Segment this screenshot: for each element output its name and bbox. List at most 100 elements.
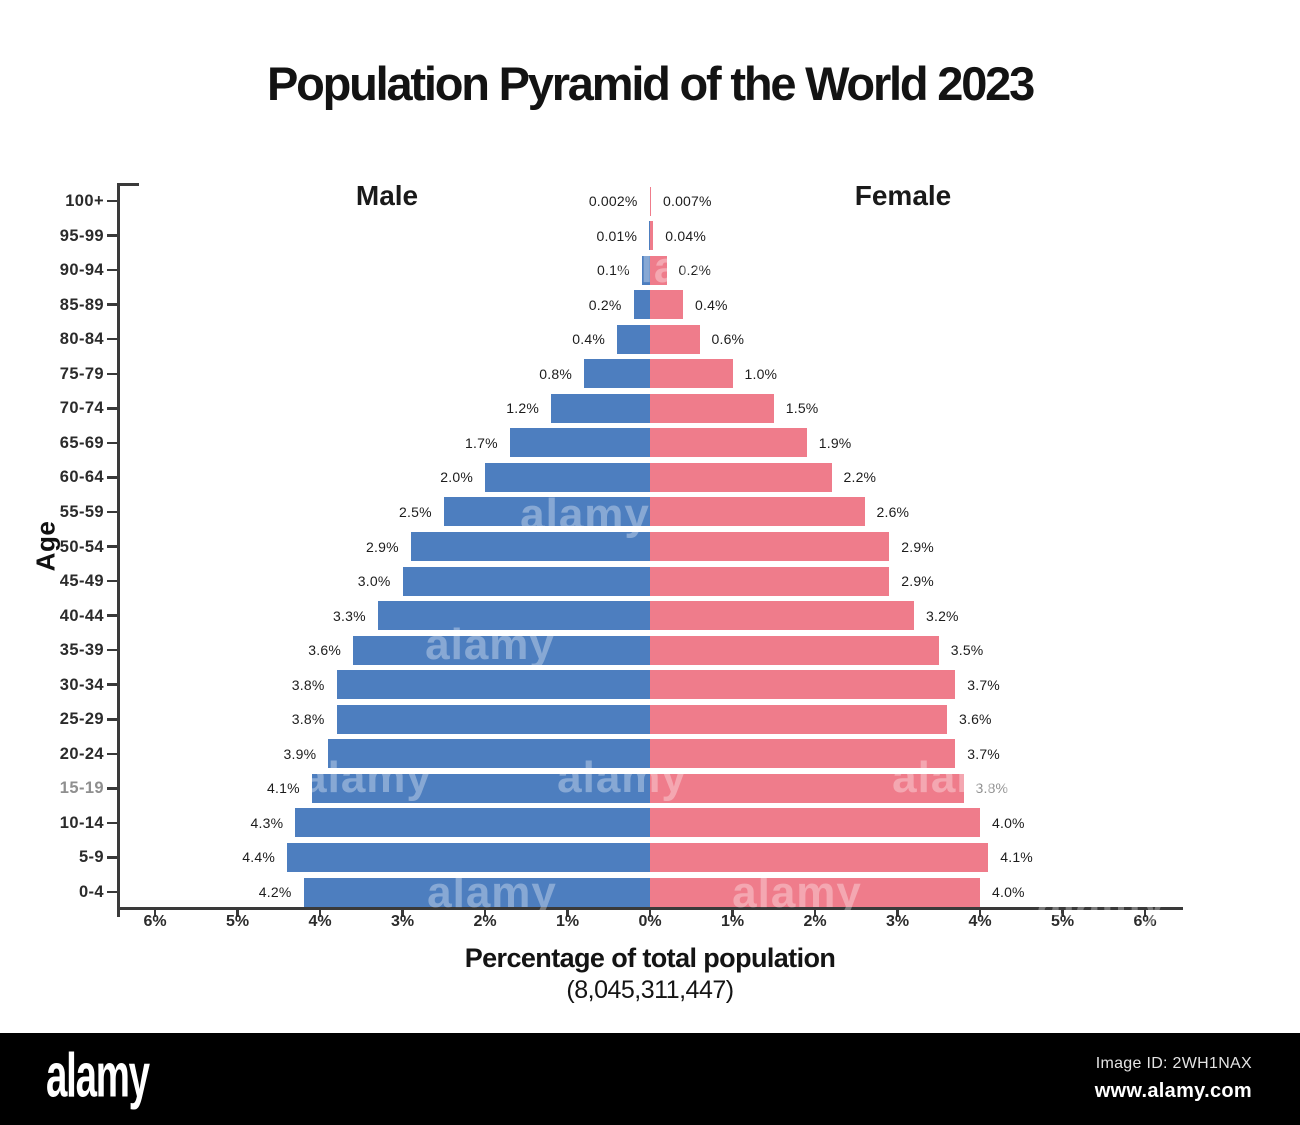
y-tick: [107, 303, 117, 306]
male-bar: [617, 324, 650, 354]
chart-title: Population Pyramid of the World 2023: [266, 57, 1035, 110]
age-tick-label: 60-64: [59, 468, 104, 487]
female-bar: [650, 808, 980, 838]
age-tick-label: 20-24: [59, 744, 104, 763]
y-tick: [107, 856, 117, 859]
male-bar: [287, 842, 650, 872]
male-value-label: 4.3%: [250, 814, 284, 831]
age-tick-label: 100+: [65, 192, 104, 210]
age-tick-label: 70-74: [59, 399, 104, 418]
female-bar: [650, 877, 980, 907]
male-bar: [551, 393, 650, 423]
female-value-label: 2.9%: [901, 538, 934, 555]
age-tick-label: 35-39: [59, 641, 104, 660]
alamy-logo: alamy: [46, 1041, 150, 1111]
y-tick: [107, 268, 117, 272]
y-tick: [107, 821, 117, 825]
alamy-url: www.alamy.com: [1094, 1080, 1252, 1102]
female-value-label: 4.0%: [992, 814, 1025, 831]
watermark-text: alamy: [427, 868, 557, 917]
age-tick-label: 55-59: [59, 502, 104, 521]
male-bar: [633, 290, 650, 320]
x-tick: [731, 907, 734, 917]
x-tick-label: 6%: [143, 913, 167, 930]
y-tick: [107, 476, 117, 479]
female-bar: [650, 221, 654, 251]
x-tick-label: 5%: [225, 913, 250, 930]
male-bar: [410, 532, 650, 561]
y-tick: [107, 718, 117, 721]
female-bar: [650, 532, 890, 561]
x-tick-label: 6%: [1133, 913, 1157, 930]
male-bar: [303, 877, 650, 907]
female-bar: [650, 359, 733, 389]
female-bar: [650, 186, 651, 216]
x-tick-label: 2%: [473, 913, 497, 930]
male-bar: [509, 428, 650, 458]
female-bar: [650, 462, 832, 492]
x-axis-title: Percentage of total population: [464, 943, 836, 973]
female-header: Female: [854, 180, 952, 211]
female-bar: [650, 670, 956, 700]
age-tick-label: 95-99: [59, 226, 104, 245]
male-value-label: 4.4%: [242, 849, 275, 866]
female-bar: [650, 635, 939, 665]
x-tick: [648, 907, 652, 917]
y-tick: [107, 890, 117, 894]
male-value-label: 0.1%: [597, 262, 630, 279]
male-value-label: 0.8%: [539, 365, 572, 382]
male-bar: [336, 704, 650, 734]
female-value-label: 0.2%: [678, 262, 712, 279]
x-tick: [401, 907, 404, 917]
female-value-label: 1.0%: [744, 365, 778, 382]
age-tick-label: 45-49: [59, 572, 104, 591]
male-value-label: 4.1%: [267, 780, 300, 797]
x-tick: [896, 907, 899, 917]
female-value-label: 2.6%: [876, 503, 910, 520]
male-value-label: 3.6%: [308, 642, 341, 659]
female-value-label: 3.2%: [926, 607, 959, 624]
age-tick-label: 25-29: [59, 710, 104, 729]
age-tick-label: 65-69: [59, 433, 104, 452]
watermark-text: alamy: [425, 620, 555, 669]
x-tick-label: 3%: [885, 913, 910, 930]
y-axis-line: [117, 183, 120, 916]
female-value-label: 1.9%: [818, 434, 852, 451]
female-value-label: 1.5%: [785, 400, 819, 417]
age-tick-label: 80-84: [59, 330, 104, 349]
x-tick-label: 3%: [390, 913, 415, 930]
male-value-label: 3.0%: [357, 573, 391, 590]
male-bar: [328, 739, 650, 769]
footer-meta: Image ID: 2WH1NAX www.alamy.com: [1095, 1055, 1252, 1103]
x-tick: [236, 907, 239, 917]
male-value-label: 3.8%: [291, 711, 325, 728]
x-tick-label: 4%: [308, 913, 332, 930]
female-value-label: 0.4%: [695, 296, 728, 313]
watermark-text: alamy: [615, 243, 745, 292]
female-value-label: 0.007%: [663, 193, 712, 209]
age-tick-label: 30-34: [59, 675, 104, 694]
female-bar: [650, 324, 700, 354]
female-bar: [650, 739, 956, 769]
y-tick: [107, 614, 117, 617]
age-tick-label: 50-54: [59, 537, 104, 556]
age-tick-label: 85-89: [59, 295, 104, 314]
male-bar: [295, 808, 650, 838]
female-bar: [650, 255, 667, 285]
y-tick: [107, 510, 117, 514]
y-tick: [107, 787, 117, 790]
population-total: (8,045,311,447): [566, 976, 734, 1004]
male-bar: [584, 359, 650, 389]
age-tick-label: 75-79: [59, 364, 104, 383]
female-value-label: 4.1%: [1000, 849, 1033, 866]
x-tick-label: 2%: [803, 913, 827, 930]
x-tick-label: 1%: [720, 913, 745, 930]
male-value-label: 1.7%: [465, 434, 498, 451]
male-value-label: 3.8%: [291, 676, 325, 693]
male-bar: [641, 255, 650, 285]
watermark-text: alamy: [892, 753, 1022, 802]
x-tick-label: 1%: [555, 913, 580, 930]
female-value-label: 3.7%: [967, 745, 1000, 762]
